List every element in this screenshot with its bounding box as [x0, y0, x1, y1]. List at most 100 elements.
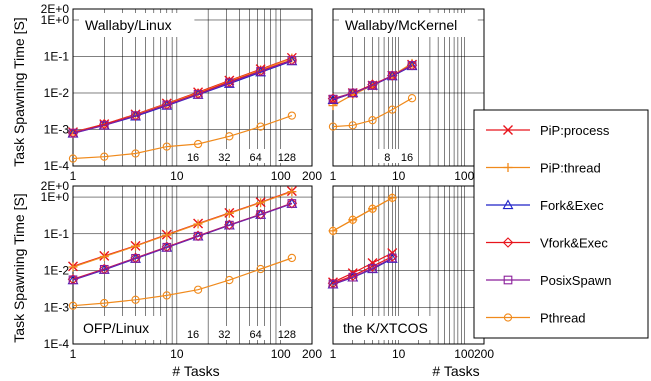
core-label-bg: [245, 326, 266, 340]
y-tick-label: 1E-2: [44, 86, 70, 100]
x-tick-label: 1: [70, 347, 77, 361]
series-line: [72, 257, 293, 307]
core-count-label: 16: [401, 152, 413, 164]
data-point: [256, 210, 265, 219]
series-pip-process: [68, 186, 297, 272]
data-point: [131, 253, 140, 263]
x-tick-label: 10: [170, 347, 184, 361]
data-point: [328, 122, 338, 131]
data-point: [348, 272, 358, 282]
legend-marker: [503, 163, 513, 172]
core-label-bg: [214, 326, 235, 340]
data-point: [225, 132, 234, 141]
legend-entry: PiP:thread: [486, 161, 601, 176]
x-tick-label: 1: [330, 347, 337, 361]
data-point: [348, 88, 358, 98]
panel-title: the K/XTCOS: [343, 320, 428, 336]
panel-title: Wallaby/Linux: [85, 17, 172, 33]
legend-marker: [503, 125, 513, 135]
series-posixspawn: [68, 56, 297, 138]
x-axis-label-left: # Tasks: [172, 363, 219, 379]
data-point: [193, 285, 203, 294]
series-pthread: [68, 111, 297, 163]
core-count-label: 32: [218, 152, 230, 164]
x-tick-label: 100: [454, 169, 474, 183]
core-count-label: 32: [218, 329, 230, 341]
x-tick-label: 1: [70, 169, 77, 183]
data-point: [368, 81, 377, 90]
data-point: [368, 204, 377, 213]
core-count-label: 64: [249, 152, 261, 164]
data-point: [99, 120, 109, 130]
data-point: [387, 253, 397, 263]
y-tick-label: 1E-3: [44, 300, 70, 314]
data-point: [388, 105, 397, 114]
legend-label: PiP:thread: [540, 161, 601, 176]
data-point: [225, 275, 234, 285]
series-pip-process: [328, 248, 398, 288]
data-point: [193, 89, 203, 99]
core-label-bg: [397, 149, 418, 163]
data-point: [68, 275, 78, 285]
data-point: [348, 121, 357, 130]
x-tick-label: 200: [302, 169, 322, 183]
y-tick-label: 1E-1: [44, 227, 70, 241]
legend-label: Pthread: [540, 311, 586, 326]
core-label-bg: [214, 149, 235, 163]
series-vfork-exec: [327, 251, 398, 289]
series-pthread: [328, 193, 397, 236]
data-point: [347, 270, 359, 282]
series-line: [72, 191, 293, 268]
x-tick-label: 10: [392, 169, 406, 183]
series-line: [332, 257, 393, 285]
panel-1: Wallaby/Linux 16 32 64 128 1 10 100 200 1E-4 1E-3 1…: [41, 2, 323, 183]
data-point: [193, 139, 203, 149]
core-label-bg: [183, 326, 204, 340]
data-point: [348, 215, 357, 224]
core-label-bg: [183, 149, 204, 163]
data-point: [407, 61, 417, 70]
data-point: [256, 67, 265, 76]
series-line: [332, 97, 413, 128]
core-count-label: 128: [278, 152, 296, 164]
data-point: [328, 94, 338, 104]
series-line: [72, 59, 293, 134]
core-count-label: 8: [384, 152, 390, 164]
legend-label: Fork&Exec: [540, 198, 604, 213]
y-axis-label-top: Task Spawning Time [S]: [11, 17, 27, 166]
legend-entry: Vfork&Exec: [486, 236, 608, 251]
data-point: [131, 241, 141, 251]
data-point: [68, 301, 78, 310]
panel-title-bg: [339, 13, 478, 37]
series-posixspawn: [328, 253, 397, 289]
data-point: [224, 208, 234, 218]
x-tick-label: 100: [271, 347, 291, 361]
panel-title-bg: [77, 316, 162, 340]
panel-title-bg: [337, 316, 437, 340]
x-tick-label: 100: [454, 347, 474, 361]
data-point: [256, 122, 265, 131]
y-tick-label: 1E-4: [44, 159, 70, 173]
legend-marker: [502, 237, 514, 248]
data-point: [193, 231, 203, 241]
data-point: [100, 152, 109, 161]
series-pthread: [328, 94, 417, 131]
core-label-bg: [276, 149, 297, 163]
core-count-label: 128: [278, 329, 296, 341]
panel-title: Wallaby/McKernel: [345, 17, 457, 33]
data-point: [388, 193, 397, 203]
series-line: [332, 252, 393, 283]
data-point: [287, 199, 297, 208]
legend: PiP:process PiP:thread Fork&Exec Vfork&Exec…: [473, 109, 649, 339]
data-point: [287, 187, 297, 197]
y-tick-label: 2E+0: [41, 2, 70, 16]
core-count-label: 16: [187, 329, 199, 341]
x-tick-label: 1: [330, 169, 337, 183]
data-point: [328, 279, 338, 289]
data-point: [68, 262, 78, 272]
data-point: [100, 298, 109, 308]
series-pip-thread: [68, 187, 297, 272]
data-point: [131, 295, 140, 304]
series-posixspawn: [328, 61, 417, 104]
series-line: [72, 115, 293, 160]
